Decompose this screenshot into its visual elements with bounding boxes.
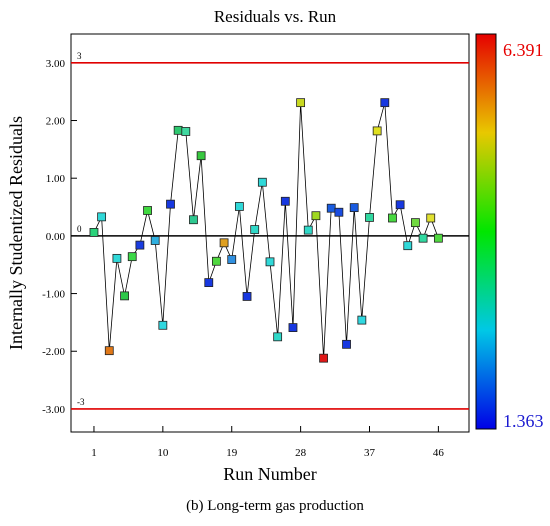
data-point <box>357 315 367 325</box>
data-point <box>334 207 344 217</box>
y-tick-label: -2.00 <box>42 346 65 358</box>
data-point <box>372 126 382 136</box>
data-point <box>166 199 175 209</box>
data-point <box>311 211 321 221</box>
reference-line-label: -3 <box>77 397 85 407</box>
series-line <box>93 102 439 359</box>
x-tick-label: 19 <box>226 447 238 459</box>
data-point <box>388 213 397 223</box>
x-tick-label: 28 <box>295 447 307 459</box>
color-scale-min-label: 1.363 <box>503 411 544 431</box>
data-point <box>288 323 298 332</box>
y-tick-label: -1.00 <box>42 289 65 301</box>
plot-area-frame <box>70 33 470 433</box>
data-point <box>395 200 405 210</box>
data-point <box>120 291 129 301</box>
data-point <box>127 252 137 262</box>
color-scale-legend: 6.391 1.363 <box>475 33 544 431</box>
data-point <box>319 353 328 363</box>
data-point <box>189 215 198 225</box>
y-tick-label: 1.00 <box>46 173 66 185</box>
color-scale-bar <box>475 33 497 430</box>
data-point <box>143 206 152 215</box>
x-tick-label: 1 <box>91 447 97 459</box>
data-point <box>234 202 244 211</box>
y-tick-label: 2.00 <box>46 116 66 128</box>
data-point <box>342 339 351 349</box>
data-point <box>349 203 359 213</box>
x-tick-label: 37 <box>364 447 376 459</box>
data-point <box>365 213 374 222</box>
data-point <box>257 177 267 187</box>
data-point <box>418 233 428 243</box>
data-point <box>104 346 114 356</box>
reference-line-label: 3 <box>77 51 82 61</box>
data-point <box>242 292 252 301</box>
color-scale-max-label: 6.391 <box>503 40 544 60</box>
x-tick-label: 10 <box>157 447 169 459</box>
reference-line-label: 0 <box>77 224 82 234</box>
data-point <box>273 332 283 342</box>
data-point <box>219 238 229 248</box>
data-point <box>250 225 260 234</box>
data-point <box>403 241 413 251</box>
x-axis-label: Run Number <box>223 464 317 484</box>
data-point <box>411 218 420 228</box>
data-point <box>204 278 214 288</box>
y-tick-label: -3.00 <box>42 404 65 416</box>
y-tick-label: 3.00 <box>46 58 66 70</box>
data-point <box>212 256 221 266</box>
data-point <box>280 196 290 206</box>
data-point <box>158 320 168 330</box>
data-point <box>296 98 306 108</box>
data-point <box>173 125 183 135</box>
data-point <box>150 236 160 245</box>
data-point <box>181 127 191 136</box>
x-tick-label: 46 <box>433 447 445 459</box>
data-point <box>433 233 443 243</box>
data-point <box>265 257 275 267</box>
data-point <box>112 253 122 263</box>
data-point <box>135 240 145 250</box>
data-point <box>380 98 390 108</box>
figure-caption: (b) Long-term gas production <box>186 498 364 514</box>
data-point <box>303 225 313 235</box>
data-point <box>196 151 206 161</box>
data-point <box>227 255 237 264</box>
data-point <box>89 228 99 237</box>
data-point <box>426 213 436 223</box>
y-axis-label: Internally Studentized Residuals <box>6 116 26 350</box>
data-point <box>326 203 336 213</box>
data-point <box>97 212 107 222</box>
y-tick-label: 0.00 <box>46 231 66 243</box>
chart-title: Residuals vs. Run <box>213 7 337 26</box>
